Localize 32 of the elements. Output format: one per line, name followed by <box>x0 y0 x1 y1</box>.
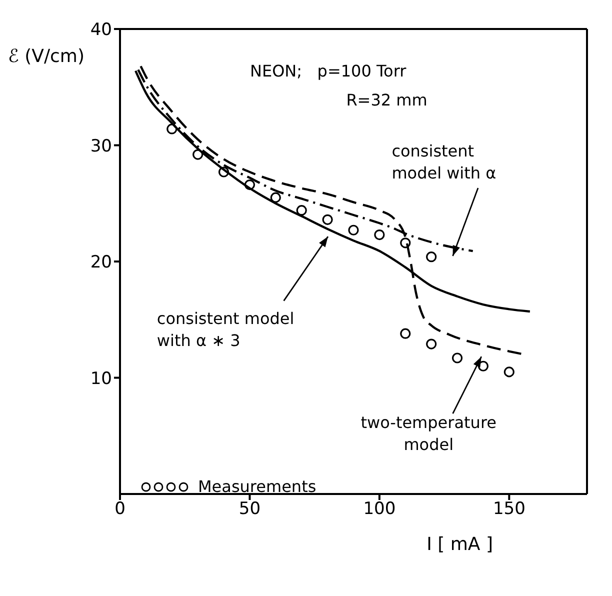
annotation: R=32 mm <box>346 90 428 110</box>
y-tick-label: 20 <box>90 252 112 273</box>
point <box>478 360 489 372</box>
annotation: consistent model with α ∗ 3 <box>156 308 294 350</box>
point <box>452 352 463 364</box>
point <box>192 149 204 160</box>
y-tick-label: 30 <box>90 136 112 156</box>
point <box>400 328 411 339</box>
x-tick-label: 0 <box>114 499 126 520</box>
point <box>322 214 333 225</box>
point <box>244 179 256 190</box>
x-tick-label: 150 <box>492 499 526 520</box>
y-tick-label: 10 <box>90 368 112 389</box>
point <box>218 166 230 178</box>
x-tick-label: 100 <box>363 499 396 520</box>
point <box>166 124 178 134</box>
y-axis-title: ℰ (V/cm) <box>8 46 84 67</box>
annotation: two-temperature model <box>360 413 497 454</box>
point <box>348 224 359 236</box>
annotation: consistent model with α <box>392 142 496 183</box>
point <box>374 229 385 240</box>
point <box>296 205 307 216</box>
y-tick-label: 40 <box>90 20 112 40</box>
x-axis-title: I [ mA ] <box>426 534 493 555</box>
point <box>426 338 437 350</box>
legend-label: Measurements <box>198 477 316 496</box>
point <box>426 252 437 262</box>
point <box>504 366 514 378</box>
x-tick-label: 50 <box>238 499 261 520</box>
point <box>400 238 411 248</box>
annotation: NEON; p=100 Torr <box>250 62 407 80</box>
point <box>270 192 281 203</box>
